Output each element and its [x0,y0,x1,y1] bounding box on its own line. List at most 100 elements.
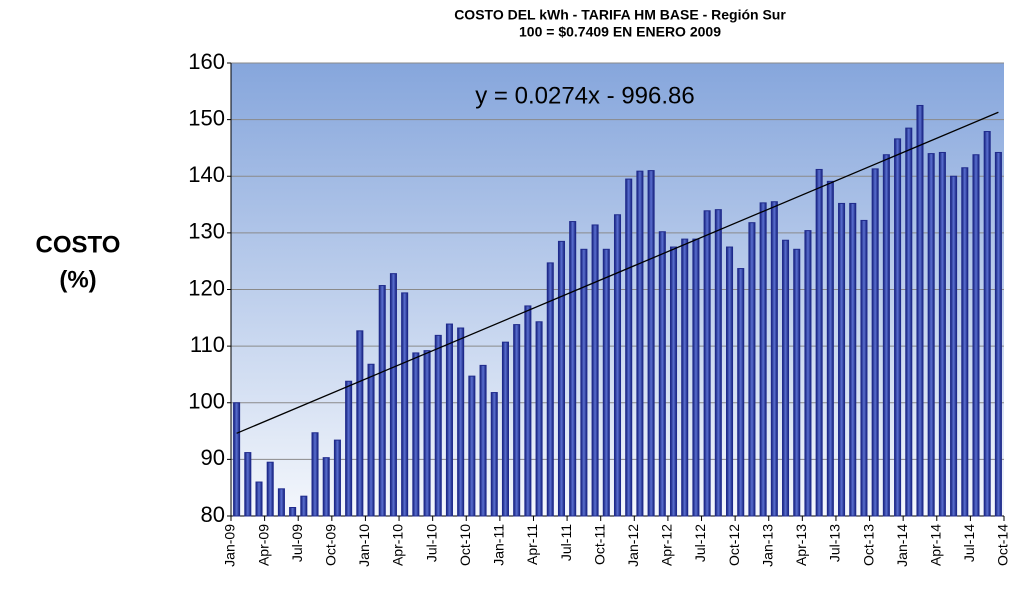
bar [894,138,902,517]
bar [468,375,476,517]
x-tick-label: Apr-10 [390,524,406,566]
y-tick-label: 150 [188,105,225,130]
bar [300,495,308,517]
bar [692,238,700,517]
x-tick-label: Jan-12 [625,524,641,567]
x-tick-label: Jan-09 [222,524,238,567]
x-tick-label: Jan-14 [894,524,910,567]
bar [669,246,678,517]
y-tick-label: 120 [188,275,225,300]
bar [524,305,532,517]
x-tick-label: Apr-11 [524,524,540,565]
bar [882,154,890,517]
bar [490,392,498,517]
chart-title: COSTO DEL kWh - TARIFA HM BASE - Región … [454,7,786,23]
bar [804,230,812,517]
y-tick-label: 130 [188,219,225,244]
bar [479,364,487,517]
x-tick-label: Jul-12 [692,524,708,562]
bar [333,439,341,517]
bar [501,341,509,517]
bar [356,330,364,517]
trend-line [236,111,999,434]
bar [389,273,397,517]
bar [793,248,801,517]
x-tick-label: Jan-13 [759,524,775,567]
x-tick-label: Apr-14 [927,524,943,566]
y-tick-label: 160 [188,49,225,74]
y-tick-label: 140 [188,162,225,187]
bar [412,352,420,517]
bar [457,327,465,517]
bar [367,363,375,517]
x-tick-label: Jul-11 [558,524,574,561]
bar [580,248,588,517]
bar [782,239,790,517]
bar [277,488,285,517]
bar [871,168,879,517]
bar [322,457,330,517]
bar [266,461,274,517]
bar [815,168,823,517]
bar [445,323,453,517]
x-tick-label: Apr-13 [793,524,809,566]
bar [927,153,935,517]
x-tick-label: Jul-14 [961,524,977,562]
y-axis-label: COSTO [36,231,121,258]
bar [905,127,913,517]
bar [770,201,778,517]
y-axis-label: (%) [59,266,96,293]
bar [703,210,711,517]
bar [311,432,319,517]
x-tick-label: Apr-12 [659,524,675,566]
bar [636,170,644,517]
x-tick-label: Oct-11 [591,524,607,565]
bar [714,209,722,517]
bar [916,104,924,517]
bar [759,202,767,517]
bar [569,221,577,517]
bar [681,238,689,517]
bar [557,240,566,517]
bar [748,222,756,517]
bar [535,321,543,517]
x-tick-label: Jul-13 [827,524,843,562]
x-tick-label: Oct-14 [995,524,1011,566]
bar [513,324,521,517]
bar [546,262,554,517]
chart-subtitle: 100 = $0.7409 EN ENERO 2009 [519,24,721,40]
bar [658,231,666,517]
x-tick-label: Oct-13 [860,524,876,566]
x-tick-label: Jan-10 [356,524,372,567]
bar [345,380,353,517]
bar [826,180,834,517]
bar [289,507,297,517]
bar [647,170,655,517]
bar [972,154,980,517]
bar [860,219,868,517]
bar [255,481,263,517]
x-tick-label: Apr-09 [255,524,271,566]
bar [726,246,734,517]
trend-equation: y = 0.0274x - 996.86 [475,82,695,109]
x-tick-label: Jul-09 [289,524,305,562]
bar [961,167,969,517]
y-tick-label: 110 [190,332,225,357]
x-tick-label: Jan-11 [491,524,507,566]
bar [849,202,857,517]
x-tick-label: Oct-09 [323,524,339,566]
bar [591,224,599,517]
bar [994,151,1002,517]
bar [423,350,431,517]
bar [838,202,846,517]
y-tick-label: 90 [201,445,225,470]
bar [983,131,991,517]
bar [950,175,958,517]
bar [613,214,622,517]
y-tick-label: 80 [201,502,225,527]
bar [244,452,252,517]
y-tick-label: 100 [188,389,225,414]
bar [938,151,946,517]
bar [434,334,442,517]
